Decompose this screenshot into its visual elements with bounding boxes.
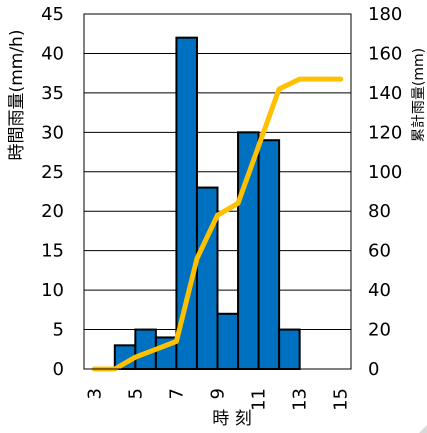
right-tick-label: 60 bbox=[368, 241, 391, 262]
left-tick-label: 40 bbox=[41, 43, 64, 64]
left-tick-label: 25 bbox=[41, 162, 64, 183]
left-tick-label: 20 bbox=[41, 201, 64, 222]
x-axis-ticks: 3 5 7 9 11 13 15 bbox=[84, 388, 351, 411]
x-tick-label: 9 bbox=[208, 388, 229, 399]
bar bbox=[195, 186, 219, 370]
left-axis-ticks: 0 5 10 15 20 25 30 35 40 45 bbox=[41, 4, 64, 380]
left-tick-label: 15 bbox=[41, 241, 64, 262]
bar bbox=[216, 312, 240, 370]
left-tick-label: 45 bbox=[41, 4, 64, 25]
right-tick-label: 120 bbox=[368, 122, 402, 143]
x-tick-label: 15 bbox=[331, 388, 352, 411]
right-tick-label: 20 bbox=[368, 320, 391, 341]
cumulative-rainfall-line bbox=[91, 76, 344, 372]
left-tick-label: 10 bbox=[41, 280, 64, 301]
x-tick-label: 11 bbox=[249, 388, 270, 411]
left-tick-label: 35 bbox=[41, 83, 64, 104]
right-tick-label: 160 bbox=[368, 43, 402, 64]
x-tick-label: 7 bbox=[166, 388, 187, 399]
right-tick-label: 180 bbox=[368, 4, 402, 25]
right-tick-label: 100 bbox=[368, 162, 402, 183]
right-tick-label: 140 bbox=[368, 83, 402, 104]
left-axis-title: 時間雨量(mm/h) bbox=[7, 30, 27, 161]
left-tick-label: 30 bbox=[41, 122, 64, 143]
x-tick-label: 5 bbox=[125, 388, 146, 399]
plot-border bbox=[83, 13, 352, 370]
cumulative-line-series bbox=[91, 76, 344, 372]
right-axis-title: 累計雨量(mm) bbox=[411, 48, 427, 142]
right-tick-label: 0 bbox=[368, 359, 379, 380]
x-tick-label: 13 bbox=[290, 388, 311, 411]
right-tick-label: 80 bbox=[368, 201, 391, 222]
left-tick-label: 0 bbox=[53, 359, 64, 380]
hourly-rainfall-bars bbox=[113, 36, 301, 371]
x-axis-title: 時 刻 bbox=[212, 409, 251, 429]
x-tick-label: 3 bbox=[84, 388, 105, 399]
plot-frame bbox=[83, 13, 352, 370]
bar bbox=[278, 328, 301, 370]
right-axis-ticks: 0 20 40 60 80 100 120 140 160 180 bbox=[368, 4, 402, 380]
corner-mark bbox=[419, 425, 427, 433]
right-tick-label: 40 bbox=[368, 280, 391, 301]
bar bbox=[257, 139, 281, 370]
left-tick-label: 5 bbox=[53, 320, 64, 341]
